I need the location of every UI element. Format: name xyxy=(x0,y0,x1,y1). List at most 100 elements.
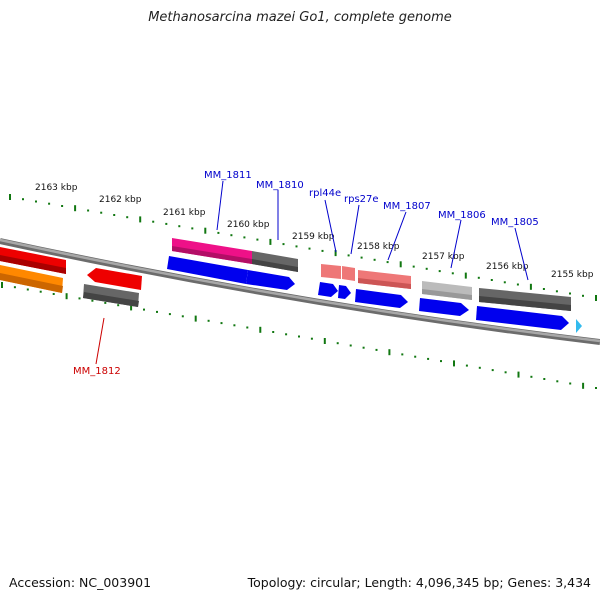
ruler-bottom-tick xyxy=(285,333,288,336)
map-pointer-icon[interactable] xyxy=(576,319,582,333)
cds-arrow-rps27e[interactable] xyxy=(338,285,351,299)
ruler-top-tick xyxy=(347,254,350,257)
ruler-bottom-tick xyxy=(104,301,107,304)
ruler-labels: 2163 kbp 2162 kbp 2161 kbp 2160 kbp 2159… xyxy=(35,183,594,280)
ruler-bottom-tick xyxy=(388,349,391,356)
ruler-top-tick xyxy=(243,236,246,239)
cds-features xyxy=(167,256,582,333)
ruler-bottom-tick xyxy=(582,382,585,389)
ruler-top-tick xyxy=(295,245,298,248)
ruler-bottom-tick xyxy=(13,286,16,289)
ruler-bottom-tick xyxy=(491,369,494,372)
ruler-bottom-tick xyxy=(298,335,300,338)
ruler-bottom-tick xyxy=(530,375,533,378)
ruler-bottom-tick xyxy=(130,304,133,311)
gene-label-MM_1811[interactable]: MM_1811 xyxy=(204,170,252,181)
gene-label-MM_1810[interactable]: MM_1810 xyxy=(256,180,304,191)
gene-label-MM_1805[interactable]: MM_1805 xyxy=(491,217,539,228)
cds-arrow-MM_1805[interactable] xyxy=(476,306,569,330)
gene-label-MM_1807[interactable]: MM_1807 xyxy=(383,201,431,212)
ruler-bottom-tick xyxy=(91,299,94,302)
ruler-top-tick xyxy=(22,198,24,201)
ruler-top-tick xyxy=(35,200,37,203)
cds-arrow-MM_1811[interactable] xyxy=(167,256,248,284)
ruler-bottom-tick xyxy=(39,290,42,293)
leader-MM_1807 xyxy=(387,211,407,261)
cds-arrow-MM_1806[interactable] xyxy=(419,298,469,316)
leader-MM_1805 xyxy=(514,227,529,281)
ruler-label-2158: 2158 kbp xyxy=(357,242,400,252)
ruler-bottom-tick xyxy=(543,378,546,380)
ruler-top-tick xyxy=(425,267,428,270)
ruler-bottom-tick xyxy=(220,322,223,325)
ruler-top-tick xyxy=(9,194,11,200)
cds-arrow-rpl44e[interactable] xyxy=(318,282,338,297)
ruler-top-tick xyxy=(178,225,181,228)
ruler-bottom-tick xyxy=(117,304,120,307)
cds-arrow-MM_1810[interactable] xyxy=(246,270,295,290)
ruler-top-tick xyxy=(87,209,90,212)
gene-labels: MM_1811 MM_1810 rpl44e rps27e MM_1807 MM… xyxy=(73,170,539,377)
cds-arrow-MM_1807[interactable] xyxy=(355,289,408,308)
ruler-top-tick xyxy=(126,216,129,219)
leader-rps27e xyxy=(350,204,360,255)
ruler-bottom-tick xyxy=(181,315,184,318)
ruler-bottom-tick xyxy=(595,387,597,389)
ruler-label-2160: 2160 kbp xyxy=(227,220,270,230)
gene-feature-MM_1805-shade xyxy=(479,296,571,311)
ruler-bottom-tick xyxy=(78,297,81,300)
ruler-bottom-tick xyxy=(156,310,158,313)
ruler-top-tick xyxy=(399,261,402,268)
gene-features-upper xyxy=(172,238,571,311)
leader-MM_1812 xyxy=(95,317,105,365)
ruler-top-tick xyxy=(595,295,597,301)
genome-backbone-highlight xyxy=(0,238,600,343)
gene-label-MM_1806[interactable]: MM_1806 xyxy=(438,210,486,221)
ruler-top-tick xyxy=(308,247,311,250)
ruler-bottom-tick xyxy=(272,331,275,333)
ruler-bottom-tick xyxy=(52,293,55,295)
gene-feature-rpl44e[interactable] xyxy=(321,264,341,279)
ruler-label-2155: 2155 kbp xyxy=(551,270,594,280)
gene-feature-MM_1811-shade xyxy=(172,246,252,264)
gene-feature-MM_1812-red[interactable] xyxy=(87,268,142,290)
ruler-bottom-tick xyxy=(194,315,197,322)
ruler-top-tick xyxy=(451,272,454,275)
ruler-top-tick xyxy=(360,256,363,259)
gene-label-MM_1812[interactable]: MM_1812 xyxy=(73,366,121,377)
ruler-bottom-tick xyxy=(478,366,481,369)
ruler-top-tick xyxy=(74,205,77,212)
ruler-bottom-tick xyxy=(26,288,29,291)
ruler-top-tick xyxy=(139,216,142,223)
leader-MM_1806 xyxy=(450,219,462,269)
ruler-bottom-tick xyxy=(143,308,145,311)
gene-feature-rps27e[interactable] xyxy=(342,266,355,281)
gene-label-rps27e[interactable]: rps27e xyxy=(344,194,379,205)
ruler-top-tick xyxy=(503,281,506,284)
ruler-top-tick xyxy=(204,227,207,234)
ruler-bottom-tick xyxy=(65,293,68,300)
gene-feature-left-red-shade xyxy=(0,255,66,274)
ruler-top-tick xyxy=(256,238,259,241)
ruler-bottom-tick xyxy=(427,357,430,360)
ruler-bottom-tick xyxy=(453,360,455,367)
ruler-bottom-tick xyxy=(246,326,249,329)
ruler-label-2161: 2161 kbp xyxy=(163,208,206,218)
ruler-bottom-tick xyxy=(310,337,313,340)
ruler-top-tick xyxy=(152,220,155,223)
ruler-top-tick xyxy=(61,205,64,207)
ruler-bottom-tick xyxy=(465,364,468,367)
ruler-label-2162: 2162 kbp xyxy=(99,195,142,205)
leader-rpl44e xyxy=(324,199,337,253)
ruler-top-tick xyxy=(373,258,376,261)
ruler-ticks-top xyxy=(9,194,597,301)
ruler-label-2156: 2156 kbp xyxy=(486,262,529,272)
ruler-top-tick xyxy=(113,214,116,216)
ruler-label-2159: 2159 kbp xyxy=(292,232,335,242)
gene-feature-MM_1812-shade xyxy=(83,292,139,307)
ruler-top-tick xyxy=(321,249,324,252)
gene-label-rpl44e[interactable]: rpl44e xyxy=(309,188,341,199)
ruler-top-tick xyxy=(582,294,584,297)
ruler-bottom-tick xyxy=(504,371,507,374)
ruler-top-tick xyxy=(490,279,493,281)
